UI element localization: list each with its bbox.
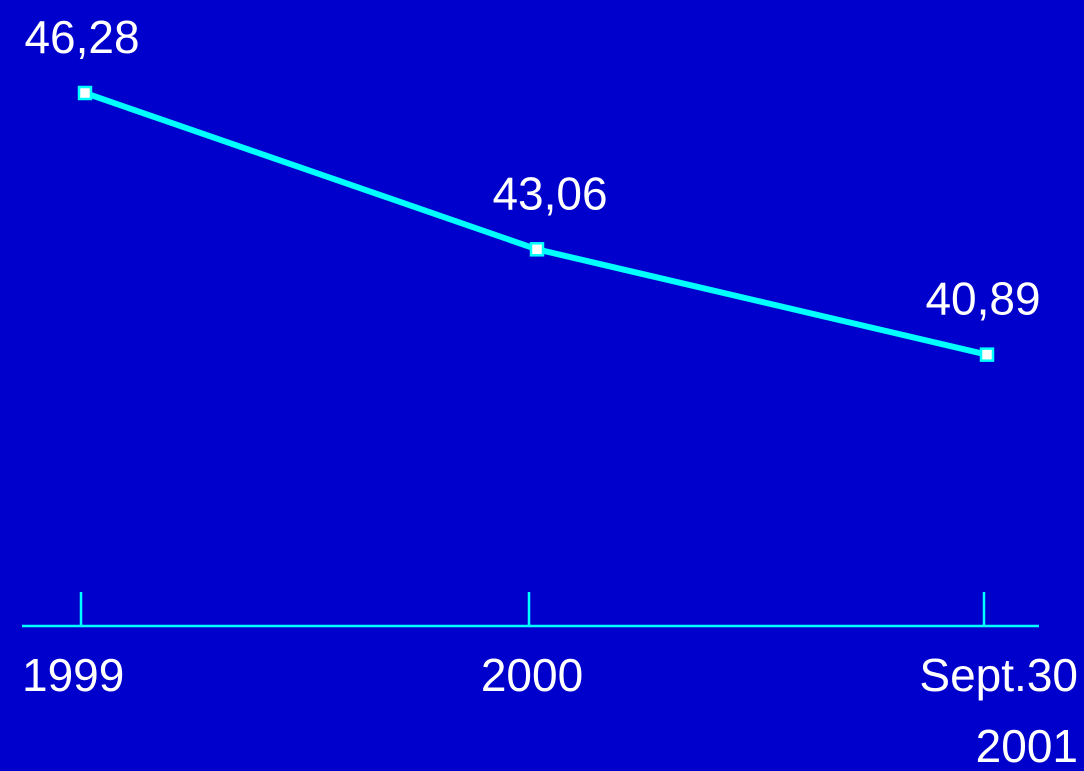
data-point: [979, 347, 995, 362]
data-label: 43,06: [492, 167, 607, 219]
x-axis: [22, 592, 1039, 628]
data-label-group: 46,28 43,06 40,89: [24, 11, 1040, 325]
x-tick-label: 2000: [481, 649, 583, 701]
series-marker-group: [77, 85, 995, 362]
data-point: [529, 242, 545, 257]
x-tick-label: 2001: [976, 720, 1078, 771]
data-label: 40,89: [925, 273, 1040, 325]
data-point: [77, 85, 93, 101]
tick-label-group: 1999 2000 Sept.30 2001: [22, 649, 1078, 771]
x-tick-label: Sept.30: [919, 649, 1078, 701]
x-tick-label: 1999: [22, 649, 124, 701]
data-label: 46,28: [24, 11, 139, 63]
